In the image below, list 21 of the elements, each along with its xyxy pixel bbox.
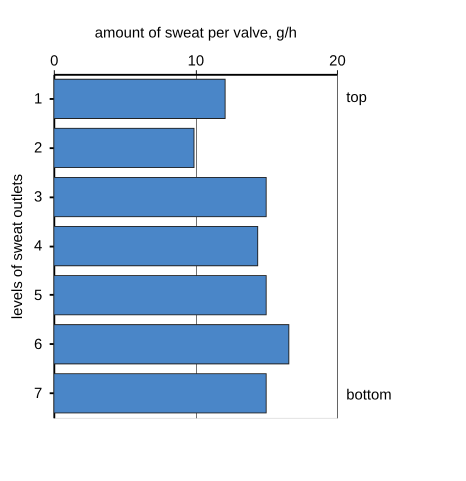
x-tick-label: 20 (329, 54, 346, 70)
bar (53, 275, 267, 316)
y-tick-label: 1 (34, 92, 42, 108)
x-tick-label: 10 (188, 54, 204, 70)
bar (53, 176, 267, 218)
x-tick-label: 0 (50, 54, 58, 70)
y-tick-label: 6 (34, 336, 42, 353)
bar (53, 128, 194, 168)
bar (53, 78, 226, 119)
text: top (346, 90, 367, 106)
y-axis-title: levels of sweat outlets (10, 174, 26, 320)
y-tick-label: 4 (34, 238, 42, 255)
y-tick-label: 2 (34, 140, 42, 157)
bar (53, 373, 267, 414)
y-tick-label: 5 (34, 288, 42, 304)
bar (53, 226, 258, 266)
y-tick-label: 3 (34, 190, 42, 206)
text: bottom (346, 387, 392, 404)
x-axis-title: amount of sweat per valve, g/h (94, 26, 297, 42)
y-tick-label: 7 (34, 386, 42, 402)
bar (53, 324, 290, 364)
